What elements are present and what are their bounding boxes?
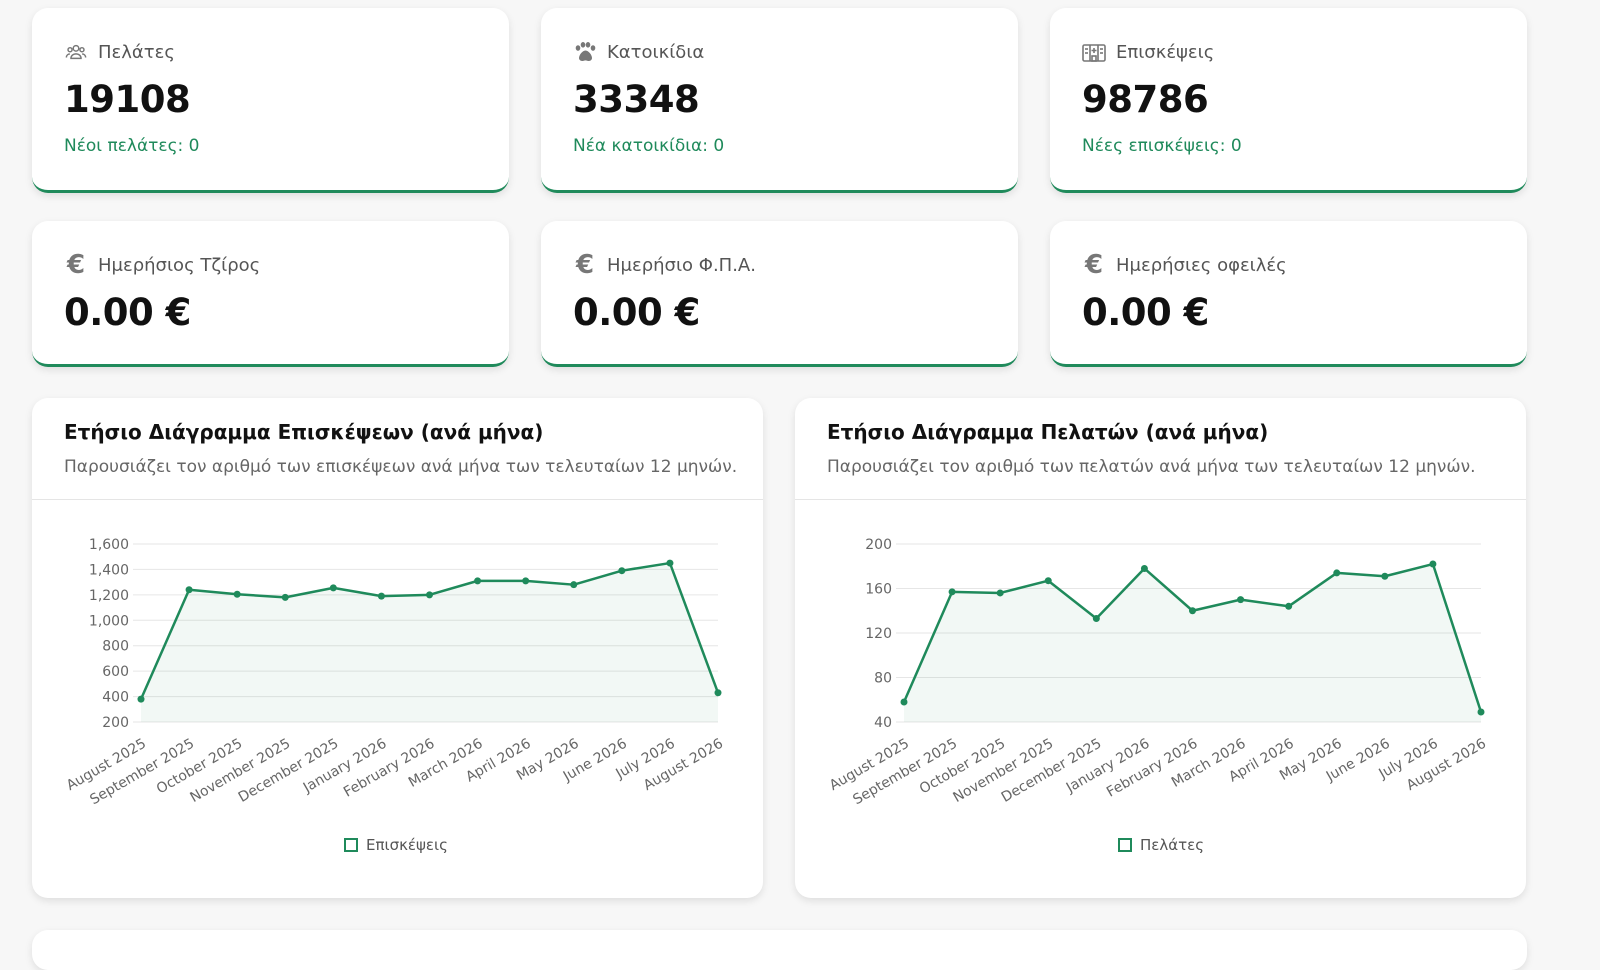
y-tick-label: 1,600	[89, 537, 129, 553]
stat-label: Ημερήσιος Τζίρος	[98, 254, 261, 276]
series-area	[904, 564, 1481, 722]
divider	[795, 499, 1526, 500]
euro-icon: €	[1084, 250, 1104, 280]
y-tick-label: 1,400	[89, 562, 129, 578]
data-point	[618, 567, 626, 575]
euro-icon: €	[66, 250, 86, 280]
data-point	[1429, 560, 1437, 568]
stat-value: 0.00 €	[573, 291, 700, 334]
data-point	[1285, 602, 1293, 610]
y-tick-label: 400	[102, 690, 129, 706]
users-icon	[64, 40, 88, 64]
stat-value: 33348	[573, 78, 700, 121]
data-point	[948, 588, 956, 596]
y-tick-label: 80	[874, 671, 892, 687]
bottom-card	[32, 930, 1527, 970]
chart-title: Ετήσιο Διάγραμμα Πελατών (ανά μήνα)	[827, 420, 1269, 444]
chart-legend[interactable]: Πελάτες	[1118, 836, 1204, 854]
stat-subtext: Νέες επισκέψεις: 0	[1082, 136, 1242, 156]
data-point	[1092, 615, 1100, 623]
data-point	[474, 577, 482, 585]
stat-label: Επισκέψεις	[1116, 41, 1215, 63]
legend-swatch	[344, 838, 358, 852]
chart-subtitle: Παρουσιάζει τον αριθμό των πελατών ανά μ…	[827, 457, 1476, 477]
chart-subtitle: Παρουσιάζει τον αριθμό των επισκέψεων αν…	[64, 457, 738, 477]
y-tick-label: 1,000	[89, 613, 129, 629]
y-tick-label: 40	[874, 715, 892, 731]
data-point	[1044, 577, 1052, 585]
stat-card-daily-turnover: € Ημερήσιος Τζίρος 0.00 €	[32, 221, 509, 367]
data-point	[329, 584, 337, 592]
stat-card-daily-debts: € Ημερήσιες οφειλές 0.00 €	[1050, 221, 1527, 367]
legend-label: Επισκέψεις	[366, 836, 448, 854]
data-point	[522, 577, 530, 585]
data-point	[996, 589, 1004, 597]
data-point	[377, 592, 385, 600]
divider	[32, 499, 763, 500]
data-point	[1381, 572, 1389, 580]
y-tick-label: 600	[102, 664, 129, 680]
stat-value: 19108	[64, 78, 191, 121]
stat-card-daily-vat: € Ημερήσιο Φ.Π.Α. 0.00 €	[541, 221, 1018, 367]
euro-icon: €	[575, 250, 595, 280]
data-point	[570, 581, 578, 589]
legend-label: Πελάτες	[1140, 836, 1205, 854]
stat-card-customers: Πελάτες 19108 Νέοι πελάτες: 0	[32, 8, 509, 193]
y-tick-label: 120	[865, 626, 892, 642]
y-tick-label: 200	[865, 537, 892, 553]
data-point	[426, 591, 433, 599]
paw-icon	[573, 40, 597, 64]
stat-subtext: Νέοι πελάτες: 0	[64, 136, 200, 156]
data-point	[900, 698, 908, 706]
stat-card-pets: Κατοικίδια 33348 Νέα κατοικίδια: 0	[541, 8, 1018, 193]
hospital-icon	[1082, 40, 1106, 64]
legend-swatch	[1118, 838, 1132, 852]
data-point	[714, 689, 722, 697]
data-point	[1477, 708, 1485, 716]
chart-title: Ετήσιο Διάγραμμα Επισκέψεων (ανά μήνα)	[64, 420, 544, 444]
data-point	[233, 590, 241, 598]
data-point	[185, 586, 193, 594]
chart-card-customers: Ετήσιο Διάγραμμα Πελατών (ανά μήνα) Παρο…	[795, 398, 1526, 898]
y-tick-label: 1,200	[89, 588, 129, 604]
stat-subtext: Νέα κατοικίδια: 0	[573, 136, 725, 156]
data-point	[1189, 607, 1196, 615]
chart-legend[interactable]: Επισκέψεις	[344, 836, 448, 854]
series-area	[141, 563, 718, 722]
data-point	[666, 559, 674, 567]
stat-label: Ημερήσιο Φ.Π.Α.	[607, 254, 756, 276]
stat-value: 0.00 €	[64, 291, 191, 334]
stat-label: Ημερήσιες οφειλές	[1116, 254, 1287, 276]
chart-card-visits: Ετήσιο Διάγραμμα Επισκέψεων (ανά μήνα) Π…	[32, 398, 763, 898]
data-point	[1333, 569, 1341, 577]
data-point	[137, 695, 145, 703]
y-tick-label: 200	[102, 715, 129, 731]
data-point	[1140, 564, 1148, 572]
y-tick-label: 160	[865, 582, 892, 598]
stat-value: 98786	[1082, 78, 1209, 121]
y-tick-label: 800	[102, 639, 129, 655]
stat-label: Πελάτες	[98, 41, 175, 63]
data-point	[1237, 596, 1245, 604]
stat-value: 0.00 €	[1082, 291, 1209, 334]
stat-card-visits: Επισκέψεις 98786 Νέες επισκέψεις: 0	[1050, 8, 1527, 193]
data-point	[281, 593, 289, 601]
stat-label: Κατοικίδια	[607, 41, 705, 63]
